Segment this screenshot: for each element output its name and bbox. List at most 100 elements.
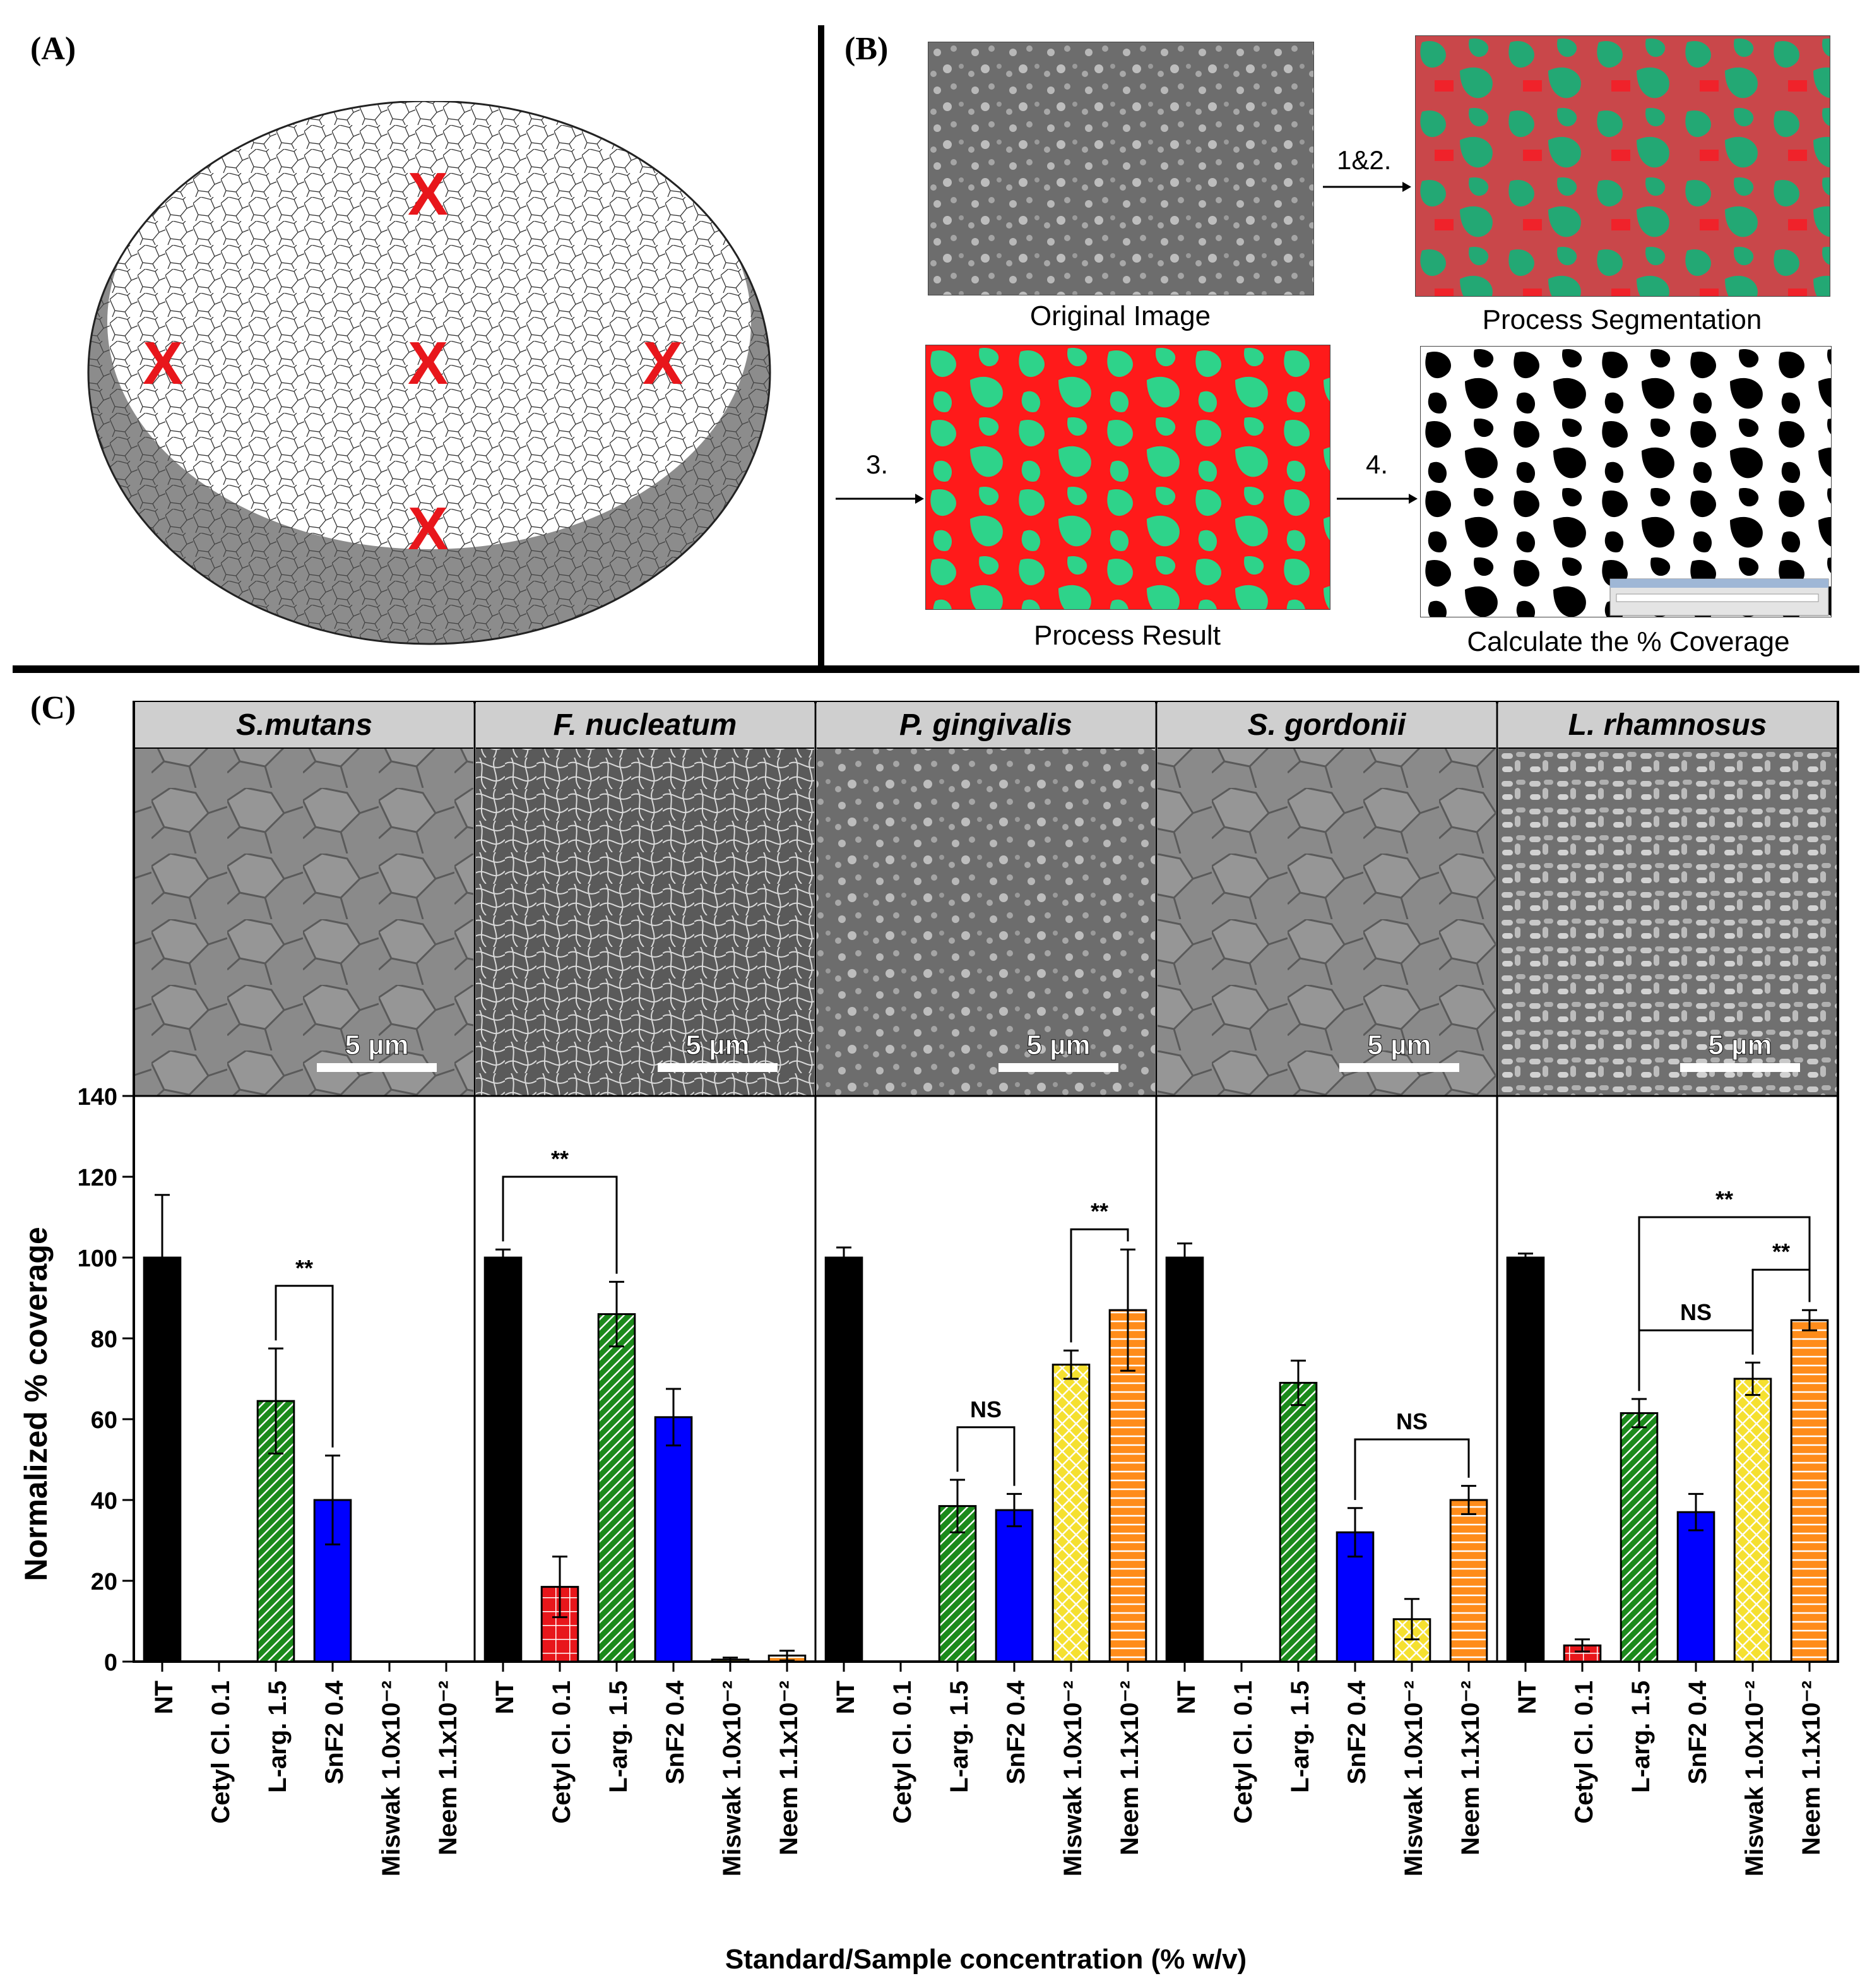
y-tick-label: 100 xyxy=(78,1246,117,1272)
species-header-3: P. gingivalis xyxy=(817,702,1155,749)
x-label-cetyl-2: Cetyl Cl. 0.1 xyxy=(548,1681,576,1824)
bar-larg-3 xyxy=(938,1505,977,1663)
bar-nt-5 xyxy=(1506,1256,1545,1663)
caption-process-result: Process Result xyxy=(1034,620,1221,651)
x-label-cetyl-5: Cetyl Cl. 0.1 xyxy=(1570,1681,1598,1824)
x-label-miswak-1: Miswak 1.0x10⁻² xyxy=(377,1681,405,1876)
tooth-disc xyxy=(88,101,770,644)
sampling-x-top: X xyxy=(408,160,448,228)
sampling-x-center: X xyxy=(408,330,448,397)
x-label-nt-5: NT xyxy=(1514,1681,1541,1714)
significance-bracket-3-1 xyxy=(956,1426,1016,1486)
x-label-snf2-5: SnF2 0.4 xyxy=(1684,1680,1712,1784)
bar-miswak-5 xyxy=(1733,1378,1772,1663)
y-axis-label: Normalized % coverage xyxy=(18,1227,54,1581)
significance-label-3-2: ** xyxy=(1091,1198,1108,1224)
scale-bar-label-4: 5 µm xyxy=(1367,1030,1431,1061)
tooth-disc-diagram: X X X X X xyxy=(87,101,771,645)
panel-divider-horizontal xyxy=(13,665,1859,673)
significance-label-3-1: NS xyxy=(970,1396,1002,1422)
y-tick-label: 140 xyxy=(78,1084,117,1110)
significance-label-5-2: ** xyxy=(1772,1239,1790,1265)
sem-image-3 xyxy=(817,749,1155,1096)
scale-bar-label-3: 5 µm xyxy=(1026,1030,1090,1061)
significance-bracket-5-3 xyxy=(1638,1216,1811,1391)
scale-bar-2 xyxy=(658,1063,778,1072)
sem-image-1 xyxy=(135,749,473,1096)
scale-bar-label-5: 5 µm xyxy=(1708,1030,1772,1061)
x-label-nt-4: NT xyxy=(1173,1681,1200,1714)
x-label-miswak-5: Miswak 1.0x10⁻² xyxy=(1741,1681,1768,1876)
significance-bracket-3-2 xyxy=(1070,1228,1129,1343)
sampling-x-right: X xyxy=(643,330,683,397)
bar-larg-4 xyxy=(1279,1381,1318,1663)
x-label-neem-2: Neem 1.1x10⁻² xyxy=(775,1681,803,1855)
significance-label-4-1: NS xyxy=(1396,1408,1428,1434)
scale-bar-5 xyxy=(1680,1063,1800,1072)
x-label-snf2-2: SnF2 0.4 xyxy=(661,1680,689,1784)
significance-label-5-3: ** xyxy=(1715,1186,1733,1212)
step-label-4: 4. xyxy=(1366,449,1389,479)
scale-bar-label-1: 5 µm xyxy=(345,1030,408,1061)
bar-snf2-2 xyxy=(654,1416,693,1663)
bar-neem-4 xyxy=(1449,1499,1488,1663)
y-tick-label: 40 xyxy=(91,1488,117,1515)
scale-bar-label-2: 5 µm xyxy=(685,1030,749,1061)
x-label-neem-4: Neem 1.1x10⁻² xyxy=(1457,1681,1484,1855)
significance-bracket-4-1 xyxy=(1354,1438,1470,1500)
caption-original-image: Original Image xyxy=(1029,301,1211,331)
bar-larg-5 xyxy=(1620,1412,1659,1663)
panel-c-label: (C) xyxy=(30,690,76,726)
significance-label-5-1: NS xyxy=(1680,1299,1712,1325)
x-label-snf2-4: SnF2 0.4 xyxy=(1343,1680,1371,1784)
x-label-larg-5: L-arg. 1.5 xyxy=(1627,1681,1655,1793)
x-label-miswak-2: Miswak 1.0x10⁻² xyxy=(718,1681,746,1876)
panel-a-label: (A) xyxy=(30,31,76,67)
bar-nt-4 xyxy=(1165,1256,1204,1663)
panel-divider-vertical xyxy=(818,25,824,669)
coverage-image xyxy=(1420,346,1832,617)
y-tick-label: 80 xyxy=(91,1326,117,1353)
x-label-nt-2: NT xyxy=(491,1681,519,1714)
x-axis-label: Standard/Sample concentration (% w/v) xyxy=(725,1944,1247,1975)
y-tick-label: 120 xyxy=(78,1165,117,1191)
disc-outline xyxy=(87,101,771,645)
arrow-step-1-2 xyxy=(1323,182,1411,192)
x-label-nt-3: NT xyxy=(832,1681,860,1714)
bar-snf2-5 xyxy=(1676,1511,1715,1663)
significance-bracket-1-1 xyxy=(275,1285,334,1448)
species-header-1: S.mutans xyxy=(135,702,473,749)
x-label-neem-1: Neem 1.1x10⁻² xyxy=(434,1681,462,1855)
sampling-x-bottom: X xyxy=(408,495,448,562)
sem-image-2 xyxy=(476,749,814,1096)
scale-bar-1 xyxy=(317,1063,437,1072)
species-header-5: L. rhamnosus xyxy=(1498,702,1837,749)
bar-nt-1 xyxy=(143,1256,182,1663)
process-result-image xyxy=(925,345,1330,610)
species-header-4: S. gordonii xyxy=(1158,702,1496,749)
y-tick-label: 0 xyxy=(104,1650,117,1676)
x-label-miswak-3: Miswak 1.0x10⁻² xyxy=(1059,1681,1087,1876)
panel-b-label: (B) xyxy=(844,31,889,67)
caption-calculate-coverage: Calculate the % Coverage xyxy=(1467,626,1790,657)
x-label-larg-3: L-arg. 1.5 xyxy=(945,1681,973,1793)
x-label-larg-4: L-arg. 1.5 xyxy=(1286,1681,1314,1793)
x-label-snf2-1: SnF2 0.4 xyxy=(321,1680,348,1784)
x-label-cetyl-4: Cetyl Cl. 0.1 xyxy=(1229,1681,1257,1824)
species-header-2: F. nucleatum xyxy=(476,702,814,749)
x-label-neem-5: Neem 1.1x10⁻² xyxy=(1798,1681,1825,1855)
bar-larg-2 xyxy=(597,1313,636,1663)
arrow-step-3 xyxy=(836,494,924,504)
x-label-nt-1: NT xyxy=(150,1681,178,1714)
original-image xyxy=(928,42,1314,295)
y-tick-label: 60 xyxy=(91,1407,117,1434)
process-segmentation-image xyxy=(1415,35,1830,297)
sampling-points: X X X X X xyxy=(143,160,683,562)
significance-bracket-2-1 xyxy=(502,1176,618,1274)
sem-image-5 xyxy=(1498,749,1837,1096)
x-label-snf2-3: SnF2 0.4 xyxy=(1002,1680,1030,1784)
step-label-3: 3. xyxy=(866,449,889,479)
scale-bar-4 xyxy=(1339,1063,1459,1072)
sem-image-4 xyxy=(1158,749,1496,1096)
